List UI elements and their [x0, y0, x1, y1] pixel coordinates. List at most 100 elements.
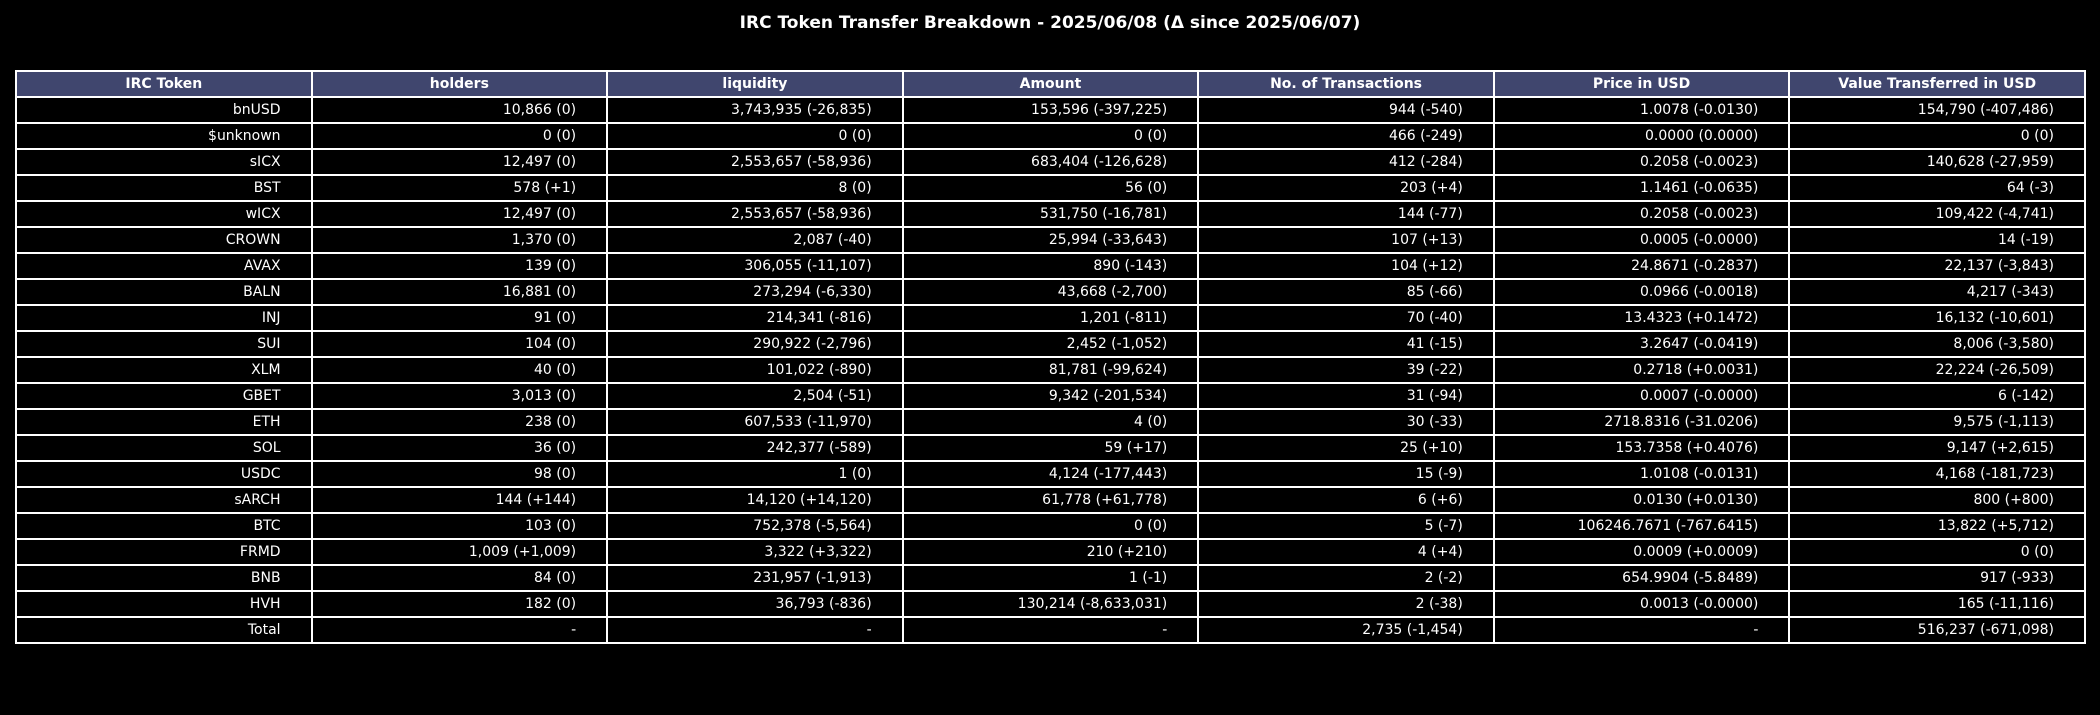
table-cell: 84 (0)	[310, 564, 609, 592]
table-cell: 2,087 (-40)	[606, 226, 904, 254]
table-cell: 1,009 (+1,009)	[310, 538, 609, 566]
table-cell: 0 (0)	[310, 122, 609, 150]
table-cell: 752,378 (-5,564)	[606, 512, 904, 540]
table-cell: 9,147 (+2,615)	[1788, 434, 2086, 462]
table-cell: 3,743,935 (-26,835)	[606, 96, 904, 124]
table-cell: 3,013 (0)	[310, 382, 609, 410]
table-row: $unknown 0 (0) 0 (0) 0 (0) 466 (-249) 0.0000 …	[15, 122, 2086, 150]
table-cell: 306,055 (-11,107)	[606, 252, 904, 280]
table-cell: 2 (-2)	[1197, 564, 1495, 592]
token-name-cell: BTC	[15, 512, 313, 540]
table-row: Total - - -2,735 (-1,454) -516,237 (-671,098…	[15, 616, 2086, 644]
table-row: ETH 238 (0) 607,533 (-11,970) 4 (0) 30 (-33)…	[15, 408, 2086, 436]
token-table: IRC Token holders liquidity Amount No. of Tr…	[15, 70, 2086, 644]
table-cell: 1,370 (0)	[310, 226, 609, 254]
table-cell: 2,553,657 (-58,936)	[606, 148, 904, 176]
table-cell: 0 (0)	[1788, 122, 2086, 150]
table-row: SUI 104 (0) 290,922 (-2,796) 2,452 (-1,052)…	[15, 330, 2086, 358]
table-cell: 43,668 (-2,700)	[901, 278, 1200, 306]
table-row: SOL 36 (0) 242,377 (-589) 59 (+17) 25 (+10) 1…	[15, 434, 2086, 462]
column-header: liquidity	[606, 70, 904, 98]
table-cell: 0.0130 (+0.0130)	[1492, 486, 1791, 514]
table-cell: 238 (0)	[310, 408, 609, 436]
token-name-cell: BNB	[15, 564, 313, 592]
table-cell: 104 (0)	[310, 330, 609, 358]
column-header: Price in USD	[1492, 70, 1791, 98]
table-body: bnUSD 10,866 (0) 3,743,935 (-26,835) 153,59…	[15, 96, 2086, 644]
table-cell: 14,120 (+14,120)	[606, 486, 904, 514]
table-row: wICX 12,497 (0) 2,553,657 (-58,936) 531,750…	[15, 200, 2086, 228]
table-cell: 0.0007 (-0.0000)	[1492, 382, 1791, 410]
table-cell: 2718.8316 (-31.0206)	[1492, 408, 1791, 436]
table-cell: 242,377 (-589)	[606, 434, 904, 462]
table-cell: 466 (-249)	[1197, 122, 1495, 150]
table-cell: 41 (-15)	[1197, 330, 1495, 358]
table-cell: 944 (-540)	[1197, 96, 1495, 124]
table-cell: 22,137 (-3,843)	[1788, 252, 2086, 280]
token-name-cell: $unknown	[15, 122, 313, 150]
table-cell: 6 (-142)	[1788, 382, 2086, 410]
table-row: CROWN 1,370 (0) 2,087 (-40) 25,994 (-33,643…	[15, 226, 2086, 254]
column-header: holders	[310, 70, 609, 98]
table-cell: 31 (-94)	[1197, 382, 1495, 410]
table-cell: -	[1492, 616, 1791, 644]
table-cell: 800 (+800)	[1788, 486, 2086, 514]
table-row: XLM 40 (0) 101,022 (-890) 81,781 (-99,624) 3…	[15, 356, 2086, 384]
table-cell: 2 (-38)	[1197, 590, 1495, 618]
table-cell: 8 (0)	[606, 174, 904, 202]
table-cell: 203 (+4)	[1197, 174, 1495, 202]
table-cell: 85 (-66)	[1197, 278, 1495, 306]
table-cell: 531,750 (-16,781)	[901, 200, 1200, 228]
table-cell: 214,341 (-816)	[606, 304, 904, 332]
table-cell: 16,881 (0)	[310, 278, 609, 306]
table-cell: 0 (0)	[901, 512, 1200, 540]
table-cell: 2,504 (-51)	[606, 382, 904, 410]
table-cell: 64 (-3)	[1788, 174, 2086, 202]
table-row: BTC 103 (0) 752,378 (-5,564) 0 (0) 5 (-7) 106…	[15, 512, 2086, 540]
table-cell: 81,781 (-99,624)	[901, 356, 1200, 384]
table-cell: 1 (0)	[606, 460, 904, 488]
table-cell: 3.2647 (-0.0419)	[1492, 330, 1791, 358]
table-cell: 4,217 (-343)	[1788, 278, 2086, 306]
table-cell: 1 (-1)	[901, 564, 1200, 592]
table-cell: 683,404 (-126,628)	[901, 148, 1200, 176]
table-cell: 56 (0)	[901, 174, 1200, 202]
token-name-cell: GBET	[15, 382, 313, 410]
token-name-cell: sARCH	[15, 486, 313, 514]
table-cell: 0.2058 (-0.0023)	[1492, 200, 1791, 228]
token-name-cell: SUI	[15, 330, 313, 358]
table-cell: 107 (+13)	[1197, 226, 1495, 254]
table-cell: 607,533 (-11,970)	[606, 408, 904, 436]
table-cell: 0.0966 (-0.0018)	[1492, 278, 1791, 306]
table-row: HVH 182 (0) 36,793 (-836) 130,214 (-8,633,0…	[15, 590, 2086, 618]
column-header: IRC Token	[15, 70, 313, 98]
table-row: sICX 12,497 (0) 2,553,657 (-58,936) 683,404…	[15, 148, 2086, 176]
table-cell: 106246.7671 (-767.6415)	[1492, 512, 1791, 540]
table-row: BST 578 (+1) 8 (0) 56 (0) 203 (+4) 1.1461 (-0…	[15, 174, 2086, 202]
table-cell: 24.8671 (-0.2837)	[1492, 252, 1791, 280]
token-name-cell: CROWN	[15, 226, 313, 254]
token-name-cell: HVH	[15, 590, 313, 618]
table-cell: 917 (-933)	[1788, 564, 2086, 592]
table-cell: 61,778 (+61,778)	[901, 486, 1200, 514]
table-cell: 5 (-7)	[1197, 512, 1495, 540]
table-cell: 165 (-11,116)	[1788, 590, 2086, 618]
table-cell: 144 (-77)	[1197, 200, 1495, 228]
token-name-cell: XLM	[15, 356, 313, 384]
table-cell: 12,497 (0)	[310, 200, 609, 228]
table-cell: 182 (0)	[310, 590, 609, 618]
table-cell: 2,553,657 (-58,936)	[606, 200, 904, 228]
table-cell: 4 (0)	[901, 408, 1200, 436]
table-cell: 12,497 (0)	[310, 148, 609, 176]
table-cell: 0 (0)	[1788, 538, 2086, 566]
table-cell: -	[606, 616, 904, 644]
table-cell: 103 (0)	[310, 512, 609, 540]
table-row: GBET 3,013 (0) 2,504 (-51) 9,342 (-201,534)…	[15, 382, 2086, 410]
table-cell: 14 (-19)	[1788, 226, 2086, 254]
token-name-cell: bnUSD	[15, 96, 313, 124]
table-cell: 153.7358 (+0.4076)	[1492, 434, 1791, 462]
table-row: BNB 84 (0) 231,957 (-1,913) 1 (-1) 2 (-2) 654…	[15, 564, 2086, 592]
table-cell: 9,342 (-201,534)	[901, 382, 1200, 410]
table-cell: 36 (0)	[310, 434, 609, 462]
table-cell: 59 (+17)	[901, 434, 1200, 462]
